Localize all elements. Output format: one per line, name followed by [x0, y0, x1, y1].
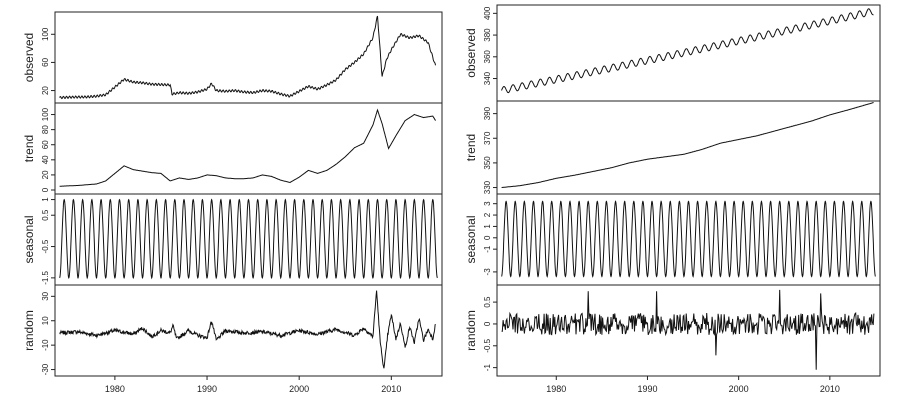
y-tick-label: 370 — [483, 131, 492, 145]
y-tick-label: 0.5 — [41, 209, 50, 221]
y-tick-label: 390 — [483, 106, 492, 120]
x-tick-label: 1990 — [197, 384, 217, 394]
y-axis-label: trend — [22, 135, 36, 162]
panel-trend: 0 20 40 60 80 100 trend — [22, 102, 443, 195]
y-tick-label: 350 — [483, 156, 492, 170]
y-axis-label: seasonal — [22, 215, 36, 263]
y-tick-label: 40 — [41, 155, 50, 164]
y-tick-label: -1 — [483, 245, 492, 253]
y-tick-label: 340 — [483, 71, 492, 85]
y-tick-label: 1 — [483, 224, 492, 229]
y-axis-label: observed — [22, 33, 36, 82]
right-decomposition-chart: 340360380400observed330350370390trend-3-… — [464, 4, 881, 394]
y-tick-label: 3 — [483, 201, 492, 206]
y-tick-label: 330 — [483, 180, 492, 194]
y-tick-label: 360 — [483, 50, 492, 64]
y-tick-label: -1.5 — [41, 270, 50, 284]
y-tick-label: 20 — [41, 170, 50, 179]
y-tick-label: 0 — [483, 235, 492, 240]
panel-random: -1 -0.5 0 0.5 random — [464, 284, 881, 377]
panel-frame — [54, 102, 443, 195]
x-tick-label: 2000 — [289, 384, 309, 394]
y-tick-label: 80 — [41, 125, 50, 134]
y-tick-label: 60 — [41, 57, 50, 66]
panel-random: -30 -10 10 30 random — [22, 284, 443, 377]
x-tick-label: 1980 — [105, 384, 125, 394]
series-line-observed — [59, 15, 436, 100]
y-tick-label: 30 — [41, 291, 50, 300]
y-axis-label: seasonal — [464, 215, 478, 263]
y-axis-label: random — [464, 310, 478, 351]
y-tick-label: -3 — [483, 268, 492, 276]
y-tick-label: 0 — [41, 187, 50, 192]
panel-trend: 330 350 370 390 trend — [464, 100, 881, 195]
y-axis-label: random — [22, 310, 36, 351]
panel-seasonal: -1.5 -0.5 0.5 1 seasonal — [22, 193, 443, 286]
panel-frame — [54, 284, 443, 377]
y-tick-label: 380 — [483, 28, 492, 42]
panel-frame — [496, 284, 881, 377]
x-tick-label: 1980 — [546, 384, 566, 394]
series-line-seasonal — [59, 198, 438, 280]
x-tick-label: 2010 — [820, 384, 840, 394]
x-tick-label: 1990 — [637, 384, 657, 394]
panel-frame — [54, 11, 443, 104]
panel-observed: 340 360 380 400 observed — [464, 4, 881, 102]
y-tick-label: 1 — [41, 197, 50, 202]
y-tick-label: -1 — [483, 364, 492, 372]
y-axis-label: trend — [464, 134, 478, 161]
y-tick-label: 60 — [41, 140, 50, 149]
y-tick-label: -30 — [41, 363, 50, 375]
x-tick-label: 2010 — [381, 384, 401, 394]
series-line-observed — [501, 8, 874, 94]
x-tick-label: 2000 — [729, 384, 749, 394]
y-tick-label: -0.5 — [483, 338, 492, 352]
y-tick-label: -0.5 — [41, 239, 50, 253]
y-tick-label: 0 — [483, 321, 492, 326]
y-tick-label: 100 — [41, 27, 50, 41]
series-line-random — [59, 290, 436, 369]
panel-frame — [496, 100, 881, 195]
y-tick-label: 0.5 — [483, 296, 492, 308]
y-tick-label: 20 — [41, 86, 50, 95]
series-line-trend — [501, 102, 874, 188]
panel-seasonal: -3 -1 0 1 2 3 seasonal — [464, 193, 881, 286]
panel-observed: 20 60 100 observed — [22, 11, 443, 104]
series-line-seasonal — [501, 200, 876, 278]
left-decomposition-chart: 20 60 100 observed 0 20 40 60 80 100 trend -1.5 -0.5… — [22, 11, 443, 394]
y-tick-label: -10 — [41, 339, 50, 351]
y-tick-label: 2 — [483, 212, 492, 217]
y-axis-label: observed — [464, 28, 478, 77]
series-line-trend — [59, 108, 436, 187]
y-tick-label: 400 — [483, 6, 492, 20]
y-tick-label: 10 — [41, 316, 50, 325]
y-tick-label: 100 — [41, 107, 50, 121]
series-line-random — [501, 289, 875, 370]
